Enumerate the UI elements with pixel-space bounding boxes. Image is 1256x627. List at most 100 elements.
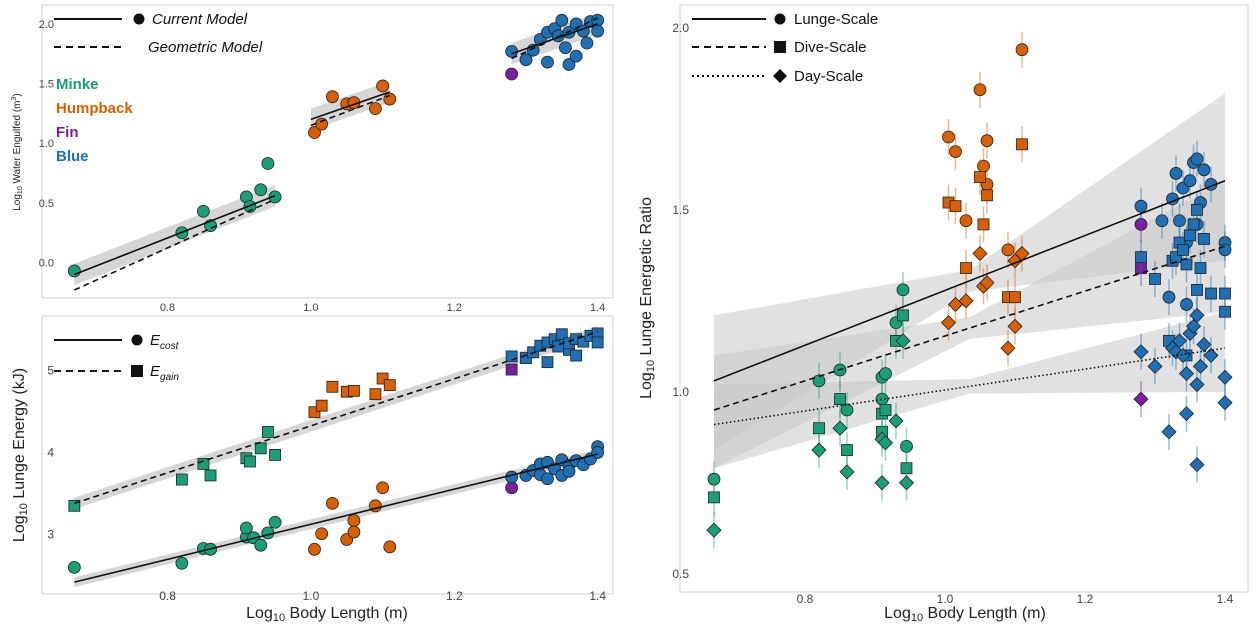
energetic-ratio-chart: 0.8 1.0 1.2 1.4 0.5 1.0 1.5 2.0	[672, 21, 1233, 606]
ratio-y-tick-label: 1.5	[672, 203, 689, 217]
humpback-circle-point	[326, 90, 339, 104]
legend-diamond-marker	[773, 69, 787, 83]
legend-minke: Minke	[56, 76, 99, 93]
minke-circle-point	[239, 521, 253, 535]
minke-circle-point	[879, 367, 892, 381]
blue-square-point	[1135, 251, 1147, 264]
blue-square-point	[1219, 305, 1231, 318]
water-y-tick-label: 2.0	[39, 19, 54, 31]
minke-diamond-point	[832, 420, 848, 436]
ratio-x-tick-label: 0.8	[797, 592, 814, 606]
humpback-circle-point	[973, 83, 987, 97]
blue-diamond-point	[1185, 318, 1202, 334]
blue-circle-point	[1162, 290, 1176, 304]
blue-diamond-point	[1178, 366, 1195, 382]
blue-square-point	[1180, 258, 1193, 271]
legend-e-gain: Egain	[150, 363, 179, 383]
humpback-square-point	[308, 406, 321, 419]
legend-square-marker	[131, 365, 143, 377]
ratio-y-tick-label: 0.5	[672, 567, 689, 581]
ratio-fit-line-solid	[713, 179, 1226, 382]
minke-circle-point	[268, 190, 282, 204]
humpback-circle-point	[376, 79, 389, 93]
blue-diamond-point	[1217, 369, 1233, 385]
minke-circle-point	[268, 515, 282, 529]
blue-circle-point	[562, 464, 576, 478]
blue-diamond-point	[1175, 347, 1191, 363]
blue-square-point	[1187, 218, 1200, 231]
blue-diamond-point	[1217, 395, 1233, 411]
minke-circle-point	[67, 264, 81, 278]
blue-circle-point	[541, 472, 554, 486]
blue-square-point	[1198, 233, 1210, 245]
humpback-circle-point	[326, 496, 339, 510]
humpback-circle-point	[959, 214, 973, 228]
humpback-diamond-point	[1000, 340, 1016, 356]
minke-square-point	[813, 422, 825, 435]
humpback-circle-point	[315, 527, 329, 541]
blue-diamond-point	[1189, 307, 1205, 323]
blue-square-point	[1194, 262, 1207, 274]
blue-diamond-point	[1196, 336, 1212, 353]
humpback-square-point	[376, 372, 389, 385]
blue-square-point	[555, 328, 568, 341]
minke-square-point	[244, 455, 256, 468]
humpback-square-point	[974, 171, 986, 183]
legend-current-model: Current Model	[152, 11, 248, 28]
water-x-tick-label: 1.2	[447, 302, 462, 314]
water-fit-line-solid	[511, 23, 598, 55]
fin-square-point	[505, 363, 518, 376]
blue-circle-point	[1218, 243, 1232, 257]
blue-circle-point	[555, 13, 569, 27]
minke-circle-point	[175, 556, 189, 570]
fin-diamond-point	[1133, 391, 1149, 407]
humpback-square-point	[326, 380, 339, 393]
humpback-square-point	[348, 384, 360, 397]
fin-circle-point	[505, 481, 519, 495]
humpback-diamond-point	[979, 275, 995, 291]
ratio-y-axis-title: Log10 Lunge Energetic Ratio	[638, 197, 657, 399]
blue-diamond-point	[1189, 457, 1205, 473]
minke-square-point	[261, 426, 274, 438]
blue-square-point	[1205, 287, 1217, 300]
energy-panel-frame	[41, 315, 614, 595]
blue-square-point	[1191, 284, 1203, 296]
ratio-x-tick-label: 1.4	[1217, 592, 1234, 606]
water-panel-frame	[41, 4, 614, 299]
legend-e-cost: Ecost	[150, 332, 180, 352]
water-fit-line-solid	[310, 91, 391, 121]
minke-square-point	[68, 499, 81, 512]
blue-circle-point	[1180, 298, 1193, 311]
energy-y-tick-label: 5	[47, 363, 54, 377]
blue-diamond-point	[1178, 406, 1195, 422]
lunge-energy-chart: 0.8 1.0 1.2 1.4 3 4 5	[47, 326, 606, 603]
legend-day-scale: Day-Scale	[794, 68, 863, 85]
blue-square-point	[1177, 243, 1189, 256]
energy-y-tick-label: 3	[47, 528, 54, 542]
energy-y-axis-title: Log10 Lunge Energy (kJ)	[11, 368, 30, 542]
energy-fit-line-solid	[74, 453, 598, 583]
blue-circle-point	[505, 44, 519, 58]
blue-circle-point	[1197, 163, 1211, 177]
legend-blue: Blue	[56, 148, 89, 165]
humpback-circle-point	[308, 126, 321, 139]
legend-lunge-scale: Lunge-Scale	[794, 11, 878, 28]
minke-circle-point	[254, 183, 268, 197]
humpback-square-point	[383, 379, 396, 392]
humpback-circle-point	[347, 514, 361, 527]
minke-circle-point	[812, 374, 826, 388]
minke-circle-point	[196, 204, 210, 218]
water-x-tick-label: 1.0	[303, 302, 318, 314]
minke-diamond-point	[888, 413, 904, 429]
blue-circle-point	[1183, 174, 1197, 188]
humpback-square-point	[977, 218, 990, 231]
minke-diamond-point	[877, 435, 894, 451]
blue-circle-point	[541, 55, 554, 69]
minke-circle-point	[261, 526, 275, 540]
minke-square-point	[708, 491, 720, 504]
minke-circle-point	[254, 538, 268, 552]
minke-square-point	[834, 393, 846, 405]
minke-square-point	[175, 473, 188, 486]
blue-square-point	[591, 336, 604, 349]
energy-legend: Ecost Egain	[54, 332, 180, 383]
